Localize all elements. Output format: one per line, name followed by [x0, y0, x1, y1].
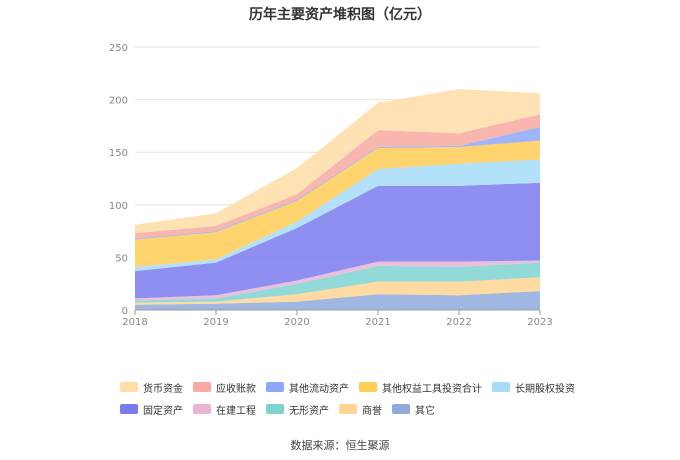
axes: 0 50 100 150 200 250 2018 2019 2020 2021 2022 2023 [109, 43, 553, 328]
legend-swatch [193, 382, 211, 392]
x-tick-label: 2021 [365, 317, 390, 328]
x-tick-label: 2018 [122, 317, 147, 328]
y-tick-label: 250 [109, 43, 128, 54]
legend: 货币资金 应收账款 其他流动资产 其他权益工具投资合计 长期股权投资 固定资产 在建工程 无… [0, 376, 680, 420]
y-tick-label: 150 [109, 148, 128, 159]
chart-title: 历年主要资产堆积图（亿元） [249, 7, 431, 23]
legend-label: 其它 [415, 405, 435, 417]
legend-label: 固定资产 [143, 405, 183, 417]
y-tick-label: 50 [115, 253, 128, 264]
legend-label: 长期股权投资 [515, 383, 575, 395]
legend-swatch [266, 404, 284, 414]
area-series-固定资产 [135, 182, 540, 299]
legend-item[interactable]: 应收账款 [193, 380, 256, 395]
legend-item[interactable]: 长期股权投资 [492, 380, 575, 395]
legend-item[interactable]: 其他权益工具投资合计 [359, 380, 482, 395]
y-tick-label: 200 [109, 96, 128, 107]
legend-label: 应收账款 [216, 383, 256, 395]
area-series-商誉 [135, 277, 540, 305]
legend-item[interactable]: 货币资金 [120, 380, 183, 395]
area-series-其他权益工具投资合计 [135, 140, 540, 267]
area-series-其它 [135, 291, 540, 310]
legend-label: 货币资金 [143, 383, 183, 395]
legend-label: 商誉 [362, 405, 382, 417]
area-series-无形资产 [135, 262, 540, 303]
legend-swatch [339, 404, 357, 414]
legend-item[interactable]: 无形资产 [266, 402, 329, 417]
x-tick-label: 2020 [284, 317, 309, 328]
legend-swatch [120, 404, 138, 414]
legend-row: 固定资产 在建工程 无形资产 商誉 其它 [0, 398, 680, 420]
area-series-应收账款 [135, 114, 540, 239]
legend-swatch [492, 382, 510, 392]
legend-label: 其他权益工具投资合计 [382, 383, 482, 395]
legend-swatch [193, 404, 211, 414]
legend-label: 其他流动资产 [289, 383, 349, 395]
area-series-其他流动资产 [135, 126, 540, 240]
area-series-在建工程 [135, 260, 540, 301]
x-tick-label: 2023 [527, 317, 552, 328]
legend-item[interactable]: 固定资产 [120, 402, 183, 417]
legend-row: 货币资金 应收账款 其他流动资产 其他权益工具投资合计 长期股权投资 [0, 376, 680, 398]
x-tick-label: 2022 [446, 317, 471, 328]
area-series-货币资金 [135, 89, 540, 234]
legend-label: 在建工程 [216, 405, 256, 417]
area-series-长期股权投资 [135, 159, 540, 272]
y-tick-label: 0 [122, 306, 128, 317]
legend-swatch [359, 382, 377, 392]
legend-swatch [120, 382, 138, 392]
legend-item[interactable]: 其他流动资产 [266, 380, 349, 395]
legend-swatch [266, 382, 284, 392]
source-note: 数据来源：恒生聚源 [290, 439, 390, 452]
legend-swatch [392, 404, 410, 414]
legend-item[interactable]: 在建工程 [193, 402, 256, 417]
area-series [135, 89, 540, 310]
legend-item[interactable]: 商誉 [339, 402, 382, 417]
x-tick-label: 2019 [203, 317, 228, 328]
stacked-area-chart: 0 50 100 150 200 250 2018 2019 2020 2021 2022 2023 [109, 43, 553, 328]
y-tick-label: 100 [109, 201, 128, 212]
legend-item[interactable]: 其它 [392, 402, 435, 417]
legend-label: 无形资产 [289, 405, 329, 417]
